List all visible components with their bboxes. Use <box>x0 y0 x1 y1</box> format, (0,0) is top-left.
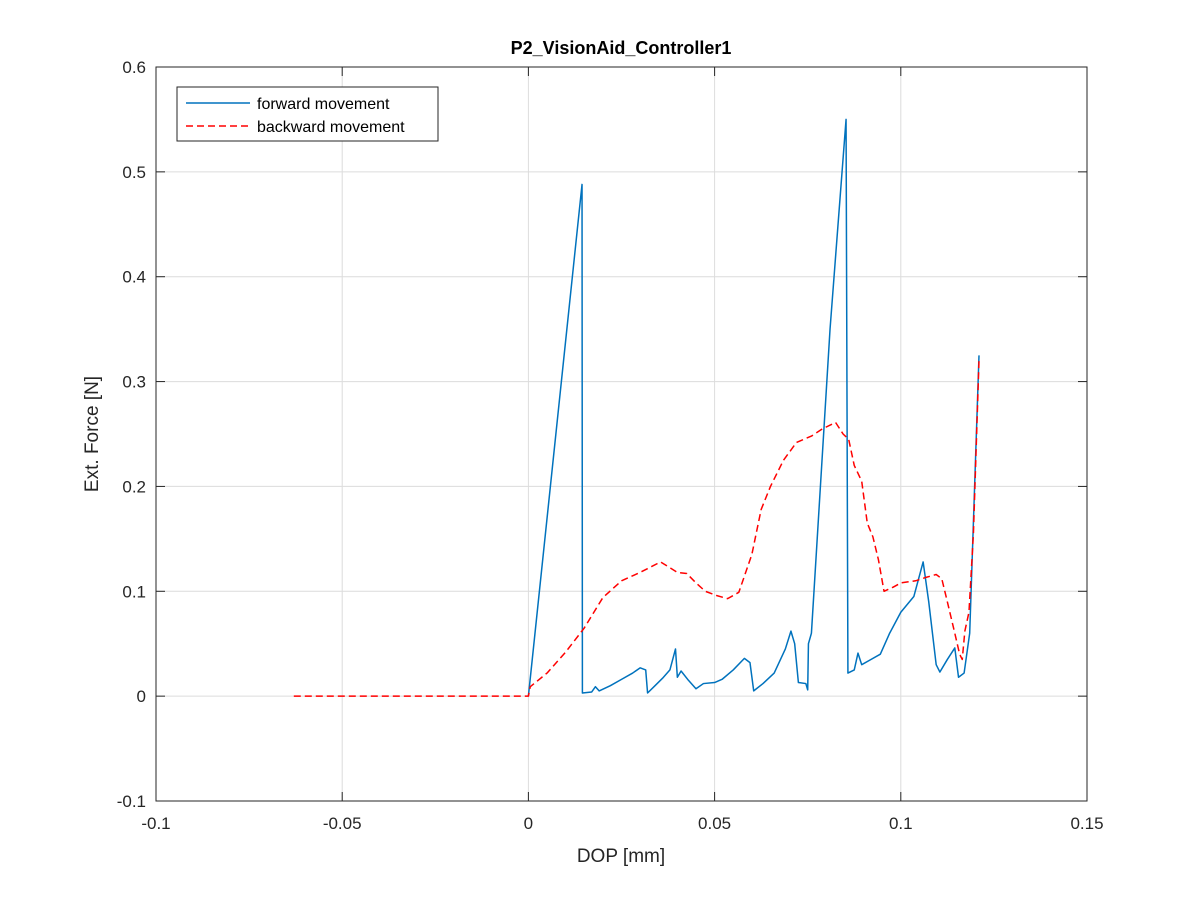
tick-marks <box>155 66 1088 802</box>
x-tick-label: -0.1 <box>141 814 170 833</box>
y-tick-label: 0.1 <box>122 582 146 601</box>
y-tick-label: 0 <box>137 687 146 706</box>
y-tick-label: 0.4 <box>122 268 146 287</box>
y-tick-label: 0.5 <box>122 163 146 182</box>
legend-label-backward: backward movement <box>257 119 405 136</box>
tick-labels: -0.1 -0.05 0 0.05 0.1 0.15 -0.1 0 0.1 0.2 0.3 0.4 0.… <box>117 58 1104 833</box>
y-tick-label: 0.2 <box>122 477 146 496</box>
series-layer <box>293 118 980 697</box>
legend: forward movement backward movement <box>176 86 439 142</box>
x-tick-label: -0.05 <box>323 814 362 833</box>
x-tick-label: 0.15 <box>1070 814 1103 833</box>
chart-title: P2_VisionAid_Controller1 <box>511 38 732 58</box>
x-tick-label: 0.1 <box>889 814 913 833</box>
y-tick-label: 0.6 <box>122 58 146 77</box>
axes-box <box>155 66 1088 802</box>
y-tick-label: -0.1 <box>117 792 146 811</box>
y-tick-label: 0.3 <box>122 373 146 392</box>
legend-label-forward: forward movement <box>257 96 390 113</box>
x-tick-label: 0 <box>524 814 533 833</box>
x-axis-label: DOP [mm] <box>577 846 665 867</box>
x-tick-label: 0.05 <box>698 814 731 833</box>
legend-box <box>176 86 439 142</box>
plot-area <box>156 67 1087 801</box>
series-line-backward <box>293 360 980 697</box>
y-axis-label: Ext. Force [N] <box>82 376 103 492</box>
